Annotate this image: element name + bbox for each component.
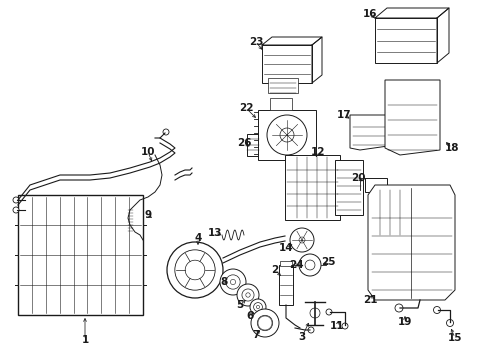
- Circle shape: [257, 315, 272, 331]
- Text: 14: 14: [278, 243, 293, 253]
- Text: 4: 4: [194, 233, 201, 243]
- Text: 11: 11: [329, 321, 344, 331]
- Circle shape: [266, 115, 306, 155]
- Bar: [269, 98, 291, 110]
- Circle shape: [253, 303, 262, 311]
- Circle shape: [242, 289, 254, 301]
- Circle shape: [220, 269, 245, 295]
- Text: 1: 1: [81, 335, 88, 345]
- Text: 26: 26: [236, 138, 251, 148]
- Circle shape: [298, 237, 305, 243]
- Bar: [364, 178, 386, 192]
- Circle shape: [280, 128, 293, 142]
- Text: 16: 16: [362, 9, 376, 19]
- Text: 2: 2: [271, 265, 278, 275]
- Bar: [267, 78, 297, 93]
- Circle shape: [13, 197, 19, 203]
- Circle shape: [305, 260, 314, 270]
- Circle shape: [341, 323, 347, 329]
- Text: 7: 7: [252, 330, 259, 340]
- Circle shape: [250, 309, 279, 337]
- Polygon shape: [384, 80, 439, 155]
- Circle shape: [262, 320, 267, 326]
- Circle shape: [446, 320, 452, 327]
- Text: 18: 18: [444, 143, 458, 153]
- Circle shape: [258, 316, 271, 330]
- Polygon shape: [367, 185, 454, 300]
- Circle shape: [298, 254, 320, 276]
- Bar: [18, 195, 142, 315]
- Circle shape: [175, 250, 215, 290]
- Circle shape: [433, 306, 440, 314]
- Circle shape: [13, 207, 19, 213]
- Text: 20: 20: [350, 173, 365, 183]
- Text: 15: 15: [447, 333, 461, 343]
- Bar: [285, 155, 339, 220]
- Circle shape: [245, 293, 250, 297]
- Text: 6: 6: [246, 311, 253, 321]
- Circle shape: [394, 304, 402, 312]
- Bar: [374, 18, 436, 63]
- Text: 23: 23: [248, 37, 263, 47]
- Text: 21: 21: [362, 295, 376, 305]
- Text: 12: 12: [310, 147, 325, 157]
- Circle shape: [256, 305, 259, 309]
- Bar: [334, 160, 362, 215]
- Circle shape: [237, 284, 259, 306]
- Bar: [392, 95, 402, 113]
- Bar: [279, 265, 292, 305]
- Text: 9: 9: [144, 210, 151, 220]
- Text: 24: 24: [288, 260, 303, 270]
- Text: 22: 22: [238, 103, 253, 113]
- Text: 19: 19: [397, 317, 411, 327]
- Text: 25: 25: [320, 257, 335, 267]
- Bar: [258, 110, 315, 160]
- Bar: [262, 45, 311, 83]
- Circle shape: [325, 309, 331, 315]
- Circle shape: [167, 242, 223, 298]
- Circle shape: [309, 308, 319, 318]
- Circle shape: [307, 327, 313, 333]
- Bar: [246, 134, 260, 156]
- Circle shape: [225, 275, 240, 289]
- Circle shape: [289, 228, 313, 252]
- Text: 5: 5: [236, 300, 243, 310]
- Circle shape: [163, 129, 169, 135]
- Polygon shape: [349, 115, 394, 150]
- Text: 3: 3: [298, 332, 305, 342]
- Text: 17: 17: [336, 110, 350, 120]
- Text: 8: 8: [220, 277, 227, 287]
- Circle shape: [230, 279, 235, 285]
- Text: 10: 10: [141, 147, 155, 157]
- Bar: [280, 261, 291, 266]
- Circle shape: [249, 299, 265, 315]
- Text: 13: 13: [207, 228, 222, 238]
- Circle shape: [185, 260, 204, 280]
